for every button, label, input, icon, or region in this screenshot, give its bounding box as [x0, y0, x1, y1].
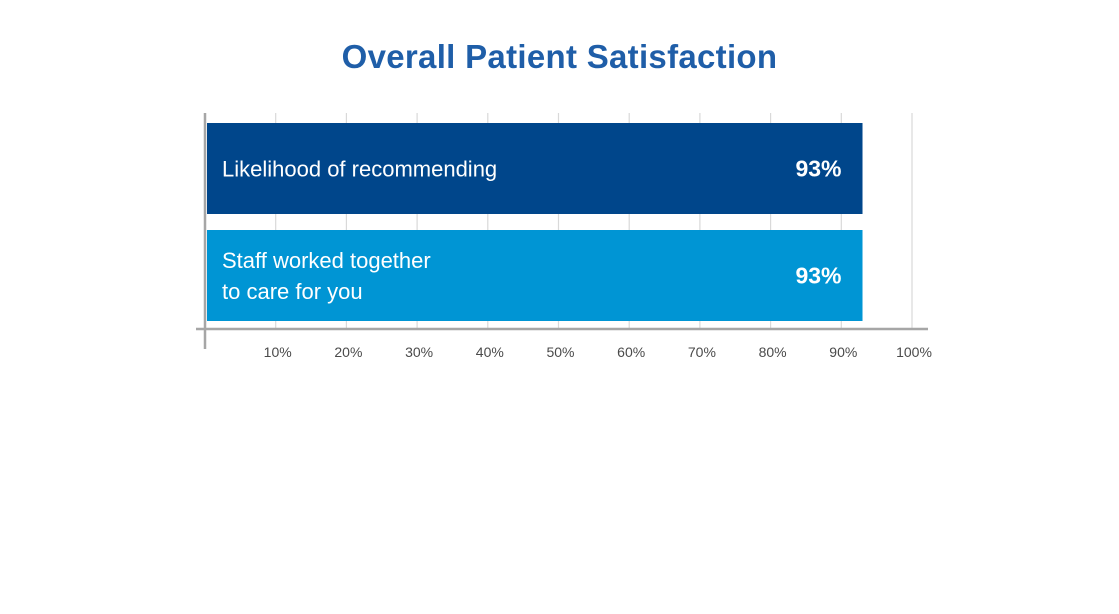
x-tick-label: 10%	[264, 344, 292, 360]
bar-category-label-line: Likelihood of recommending	[222, 157, 497, 182]
x-tick-label: 90%	[829, 344, 857, 360]
bar	[207, 230, 863, 321]
bar-value-label: 93%	[795, 156, 841, 182]
bar	[207, 123, 863, 214]
bar-category-label: Likelihood of recommending	[222, 157, 497, 182]
bars: Likelihood of recommending 93% Staff worke…	[207, 123, 863, 321]
x-tick-label: 70%	[688, 344, 716, 360]
bar-category-label: Staff worked together to care for you	[222, 248, 431, 304]
x-tick-labels: 10% 20% 30% 40% 50% 60% 70% 80% 90% 100%	[264, 344, 932, 360]
bar-value-label: 93%	[795, 263, 841, 289]
bar-category-label-line: to care for you	[222, 279, 363, 304]
chart-title: Overall Patient Satisfaction	[341, 38, 778, 75]
x-tick-label: 30%	[405, 344, 433, 360]
x-tick-label: 20%	[334, 344, 362, 360]
x-tick-label: 80%	[759, 344, 787, 360]
bar-category-label-line: Staff worked together	[222, 248, 431, 273]
x-tick-label: 50%	[546, 344, 574, 360]
x-tick-label: 40%	[476, 344, 504, 360]
x-tick-label: 100%	[896, 344, 932, 360]
axes	[196, 113, 928, 349]
x-tick-label: 60%	[617, 344, 645, 360]
